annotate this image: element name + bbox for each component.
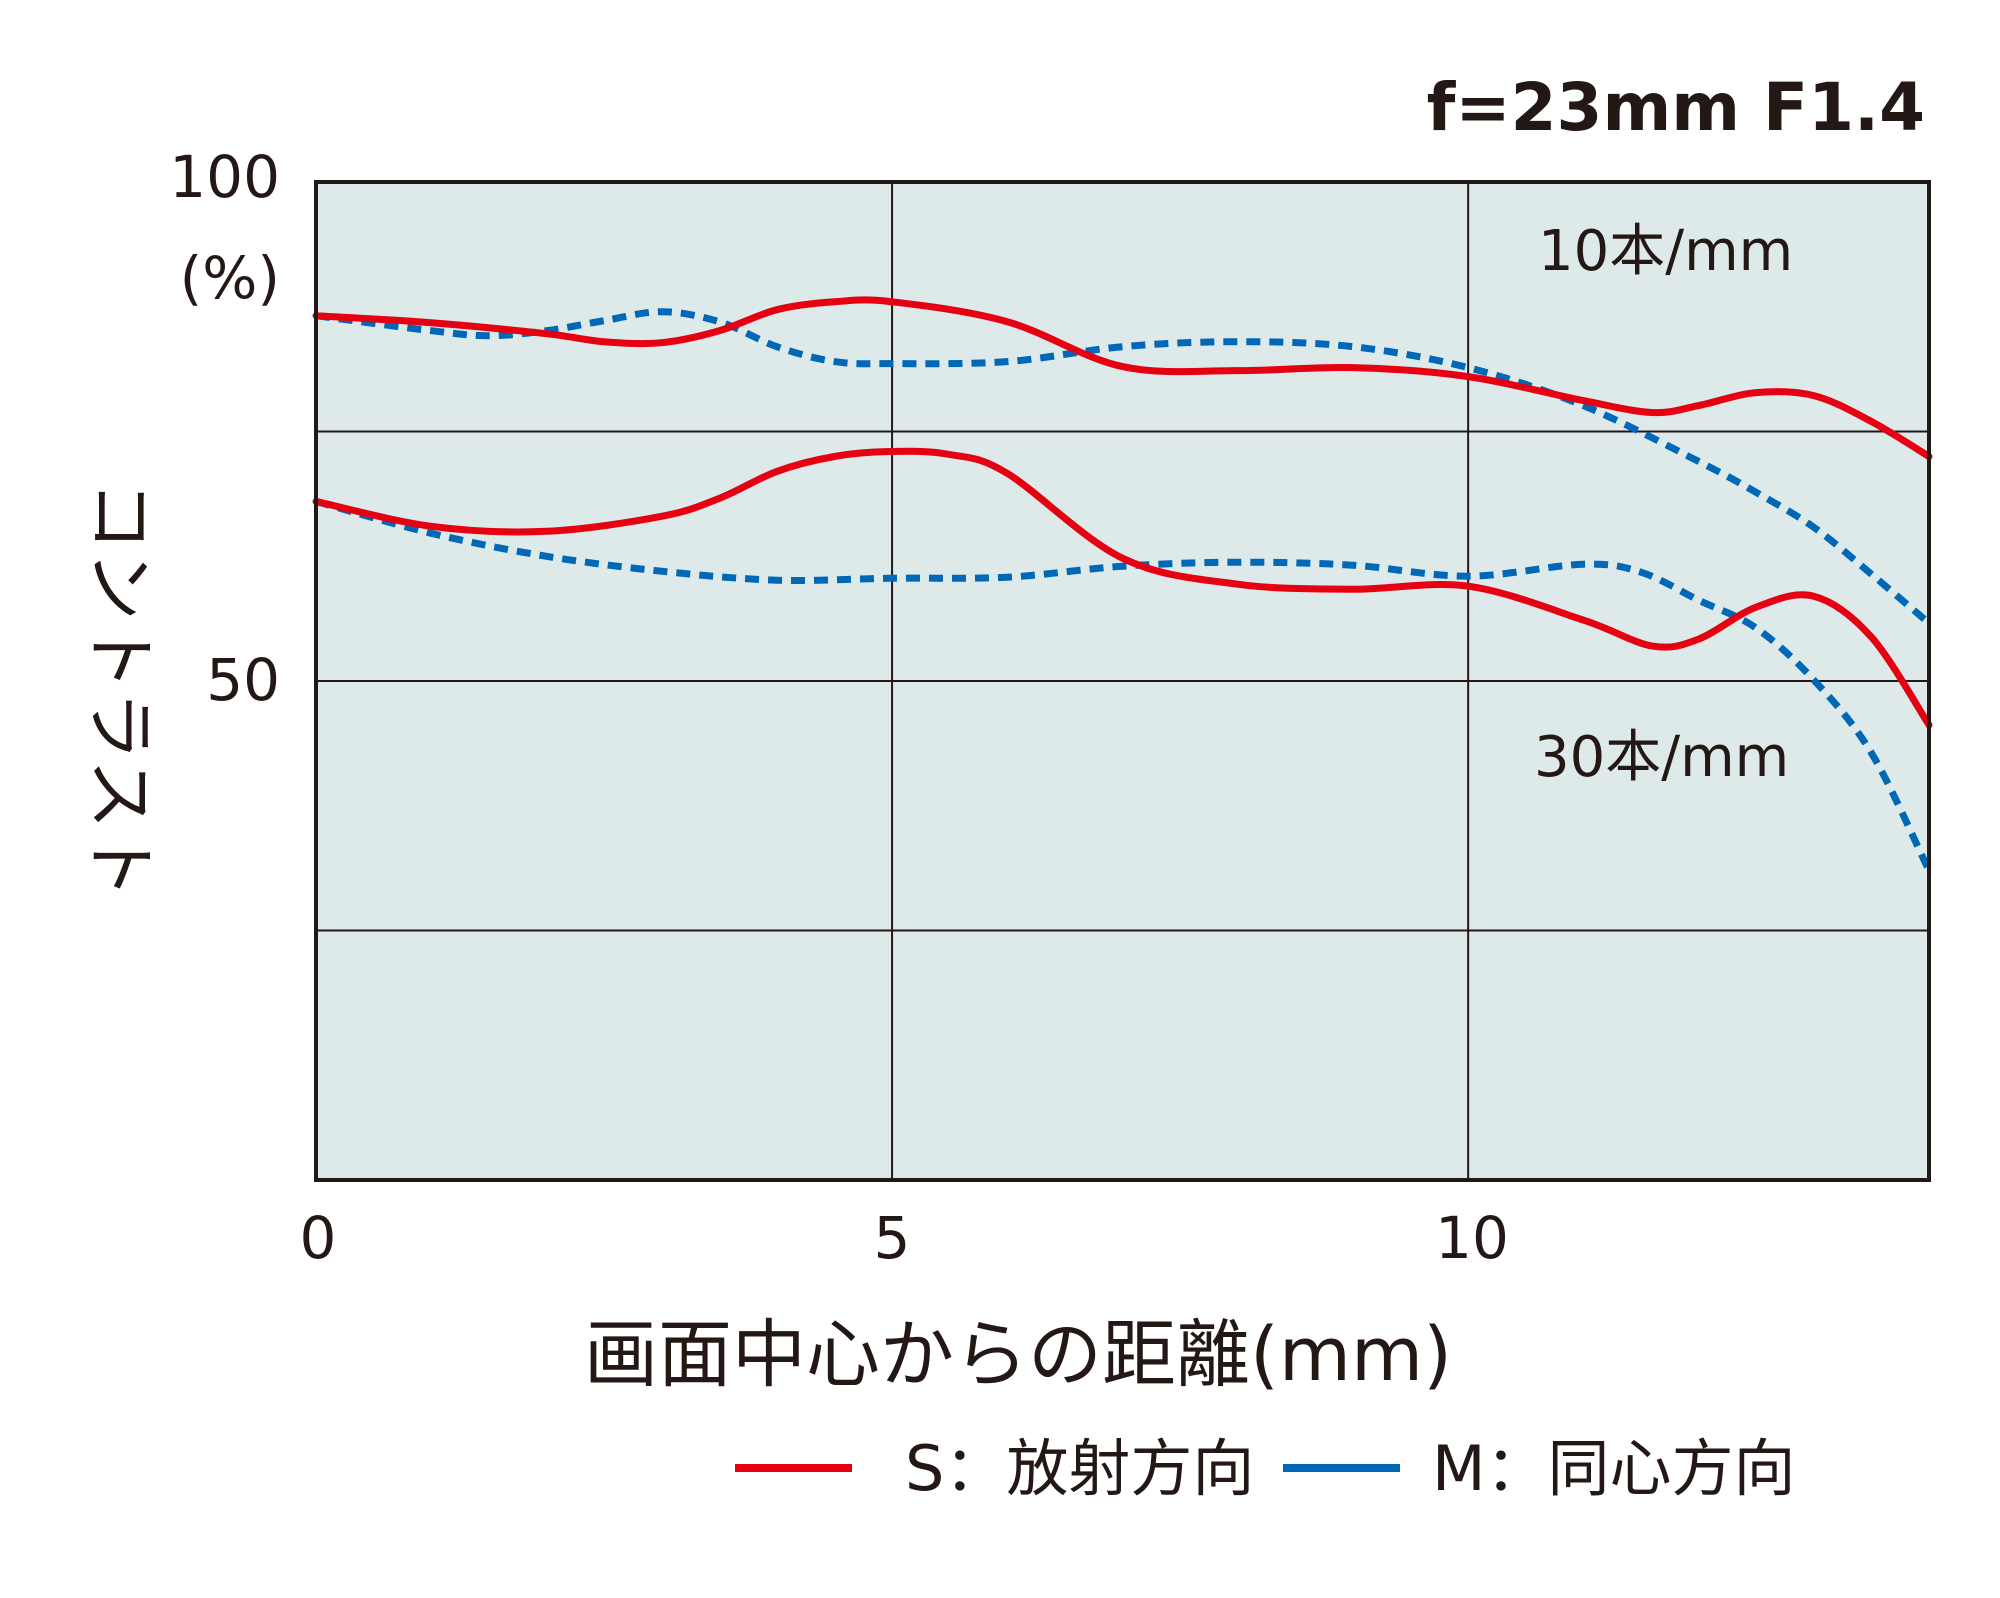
data-lines [312, 296, 1933, 873]
y-tick-50: 50 [206, 646, 280, 714]
x-tick-10: 10 [1435, 1204, 1509, 1272]
y-tick-100: 100 [169, 143, 280, 211]
series-line-m-10 [315, 308, 1932, 626]
x-axis-label: 画面中心からの距離(mm) [584, 1312, 1452, 1398]
legend-label-s: S：放射方向 [905, 1432, 1254, 1505]
chart-title: f=23mm F1.4 [1427, 69, 1925, 146]
y-unit-label: (%) [180, 244, 280, 312]
series-line-m-30 [315, 498, 1933, 873]
y-axis-label: コントラスト [79, 481, 161, 900]
annotation-30lp: 30本/mm [1534, 725, 1789, 790]
x-tick-5: 5 [874, 1204, 911, 1272]
legend: S：放射方向 M：同心方向 [735, 1432, 1796, 1505]
annotation-10lp: 10本/mm [1538, 219, 1793, 284]
plot-frame [314, 180, 1931, 1182]
grid-lines [316, 182, 1929, 1180]
x-tick-0: 0 [300, 1204, 337, 1272]
series-line-s-10 [312, 296, 1933, 460]
legend-label-m: M：同心方向 [1432, 1432, 1796, 1505]
series-line-s-30 [312, 447, 1933, 729]
